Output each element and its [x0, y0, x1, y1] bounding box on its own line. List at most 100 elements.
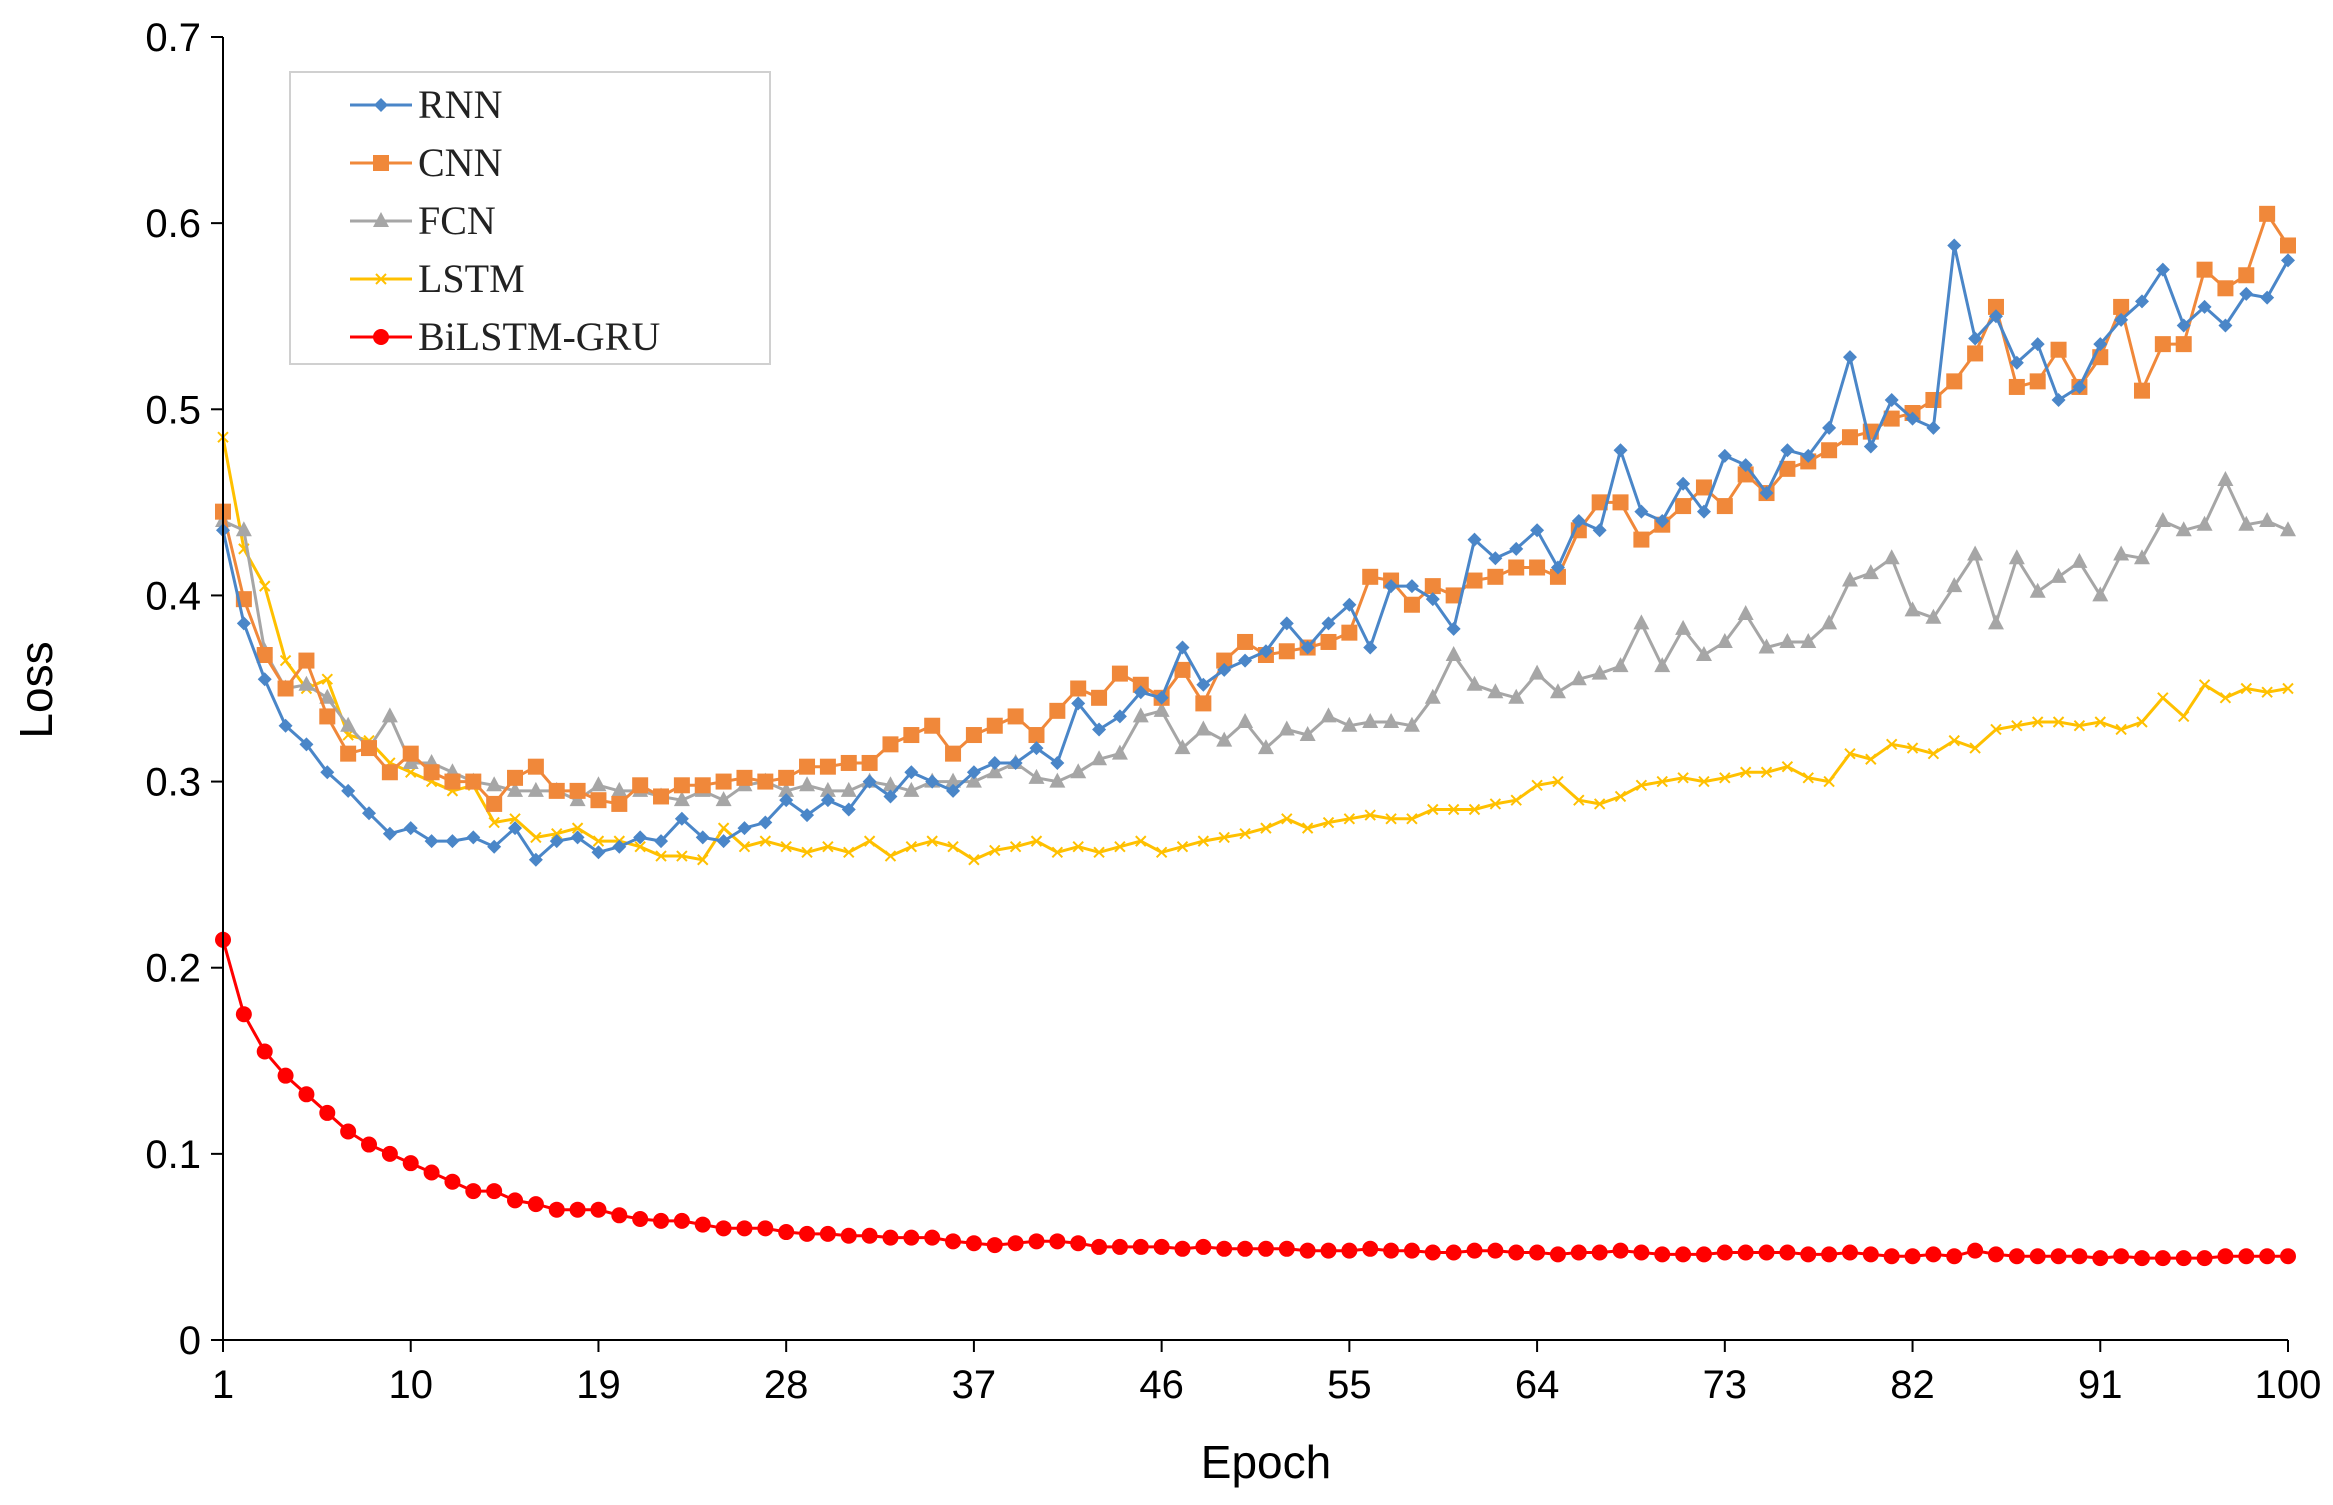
data-point-cnn — [799, 758, 816, 775]
data-point-rnn — [1592, 523, 1607, 538]
legend: RNN CNN FCN LSTM BiLSTM-GRU — [289, 71, 771, 365]
data-point-fcn — [298, 675, 315, 691]
data-point-lstm — [1343, 813, 1356, 825]
data-point-cnn — [673, 777, 690, 794]
data-point-lstm — [655, 850, 667, 862]
data-point-rnn — [633, 830, 648, 845]
data-point-lstm — [1656, 775, 1668, 788]
data-point-lstm — [1239, 827, 1251, 840]
legend-marker-fcn — [373, 212, 389, 227]
data-point-lstm — [1093, 846, 1105, 859]
data-point-cnn — [381, 764, 398, 781]
data-point-rnn — [841, 802, 856, 817]
data-point-rnn — [466, 830, 481, 845]
data-point-cnn — [882, 736, 899, 753]
data-point-rnn — [779, 793, 794, 808]
data-point-lstm — [1114, 841, 1126, 853]
series-layer — [215, 205, 2296, 1267]
data-point-cnn — [423, 764, 440, 781]
data-point-rnn — [1759, 486, 1774, 501]
data-point-fcn — [527, 781, 544, 797]
data-point-lstm — [1427, 803, 1439, 816]
data-point-bilstm-gru — [1362, 1240, 1379, 1257]
data-point-lstm — [2198, 679, 2211, 691]
data-point-fcn — [1132, 707, 1149, 723]
data-point-cnn — [1779, 460, 1796, 477]
data-point-cnn — [1278, 643, 1295, 660]
data-point-rnn — [1092, 722, 1107, 737]
x-tick-label: 10 — [388, 1363, 433, 1407]
data-point-fcn — [1946, 577, 1963, 593]
data-point-rnn — [987, 755, 1002, 770]
data-point-lstm — [2031, 716, 2044, 728]
data-point-bilstm-gru — [861, 1227, 878, 1244]
data-point-fcn — [1821, 614, 1838, 630]
data-point-fcn — [1445, 645, 1462, 661]
data-point-bilstm-gru — [2113, 1248, 2130, 1265]
data-point-lstm — [571, 822, 584, 834]
data-point-rnn — [904, 765, 919, 780]
data-point-lstm — [2011, 720, 2023, 732]
data-point-lstm — [1364, 809, 1376, 821]
data-point-rnn — [800, 808, 815, 823]
data-point-bilstm-gru — [298, 1086, 315, 1103]
data-point-bilstm-gru — [2154, 1250, 2171, 1267]
data-point-cnn — [277, 680, 294, 697]
data-point-fcn — [2113, 545, 2130, 561]
data-point-rnn — [2072, 379, 2087, 394]
data-point-lstm — [1948, 734, 1960, 747]
data-point-cnn — [1612, 494, 1629, 511]
legend-marker-lstm — [375, 273, 387, 285]
data-point-cnn — [256, 646, 273, 663]
data-point-rnn — [2051, 392, 2066, 407]
ticks-layer: 0 0.1 0.2 0.3 0.4 0.5 0.6 0.7 1 10 19 28 37 46 55 64 73 8… — [145, 16, 2321, 1407]
data-point-cnn — [486, 795, 503, 812]
data-point-lstm — [968, 854, 980, 866]
data-point-bilstm-gru — [235, 1006, 252, 1023]
data-point-cnn — [548, 782, 565, 799]
data-point-cnn — [611, 795, 628, 812]
data-point-cnn — [319, 708, 336, 725]
x-tick-label: 91 — [2078, 1363, 2123, 1407]
data-point-lstm — [530, 831, 542, 844]
data-point-lstm — [1260, 822, 1272, 834]
data-point-lstm — [1510, 794, 1522, 806]
data-point-cnn — [2196, 261, 2213, 278]
data-point-bilstm-gru — [1091, 1238, 1108, 1255]
data-point-lstm — [509, 813, 521, 825]
data-point-lstm — [1906, 742, 1919, 754]
data-point-lstm — [1885, 738, 1898, 751]
legend-marker-rnn — [374, 98, 388, 112]
data-point-bilstm-gru — [2238, 1248, 2255, 1265]
data-point-fcn — [1508, 688, 1525, 704]
data-point-rnn — [1175, 640, 1190, 655]
data-point-rnn — [278, 718, 293, 733]
data-point-rnn — [2093, 337, 2108, 352]
data-point-fcn — [1904, 601, 1921, 617]
data-point-lstm — [1969, 742, 1981, 754]
data-point-cnn — [1091, 689, 1108, 706]
data-point-lstm — [1176, 841, 1189, 853]
data-point-fcn — [611, 781, 628, 797]
data-point-fcn — [965, 772, 982, 788]
series-bilstm-gru — [215, 931, 2296, 1267]
data-point-bilstm-gru — [1341, 1242, 1358, 1259]
data-point-fcn — [1424, 688, 1441, 704]
data-point-bilstm-gru — [1257, 1240, 1274, 1257]
data-point-bilstm-gru — [1549, 1246, 1566, 1263]
data-point-bilstm-gru — [361, 1136, 378, 1153]
data-point-bilstm-gru — [611, 1207, 628, 1224]
data-point-bilstm-gru — [945, 1233, 962, 1250]
data-point-bilstm-gru — [653, 1212, 670, 1229]
data-point-bilstm-gru — [1800, 1246, 1817, 1263]
data-point-cnn — [1487, 568, 1504, 585]
data-point-cnn — [2113, 298, 2130, 315]
data-point-bilstm-gru — [1633, 1244, 1650, 1261]
data-point-rnn — [654, 834, 669, 849]
data-point-fcn — [2008, 549, 2025, 565]
data-point-fcn — [1695, 645, 1712, 661]
data-point-fcn — [590, 776, 607, 792]
data-point-lstm — [1155, 846, 1168, 859]
data-point-lstm — [822, 841, 834, 853]
data-point-lstm — [1447, 803, 1460, 816]
